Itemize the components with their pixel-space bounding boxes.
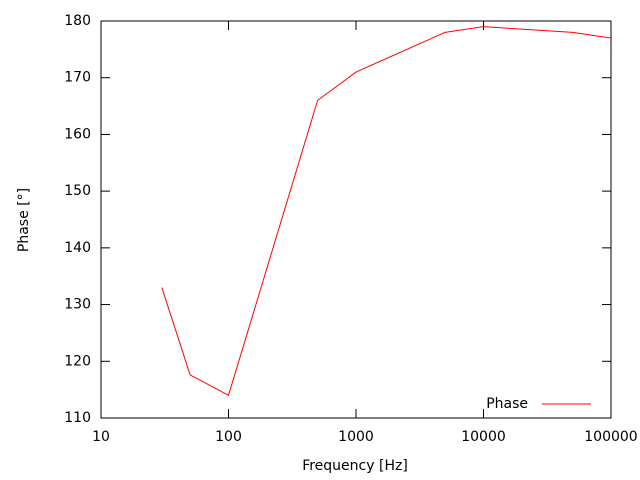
y-tick-label: 170 <box>64 70 91 86</box>
data-line <box>161 26 612 397</box>
y-tick-label: 130 <box>64 297 91 313</box>
x-tick-label: 10 <box>92 429 110 445</box>
x-axis-label: Frequency [Hz] <box>302 458 408 474</box>
legend-label: Phase <box>486 396 528 412</box>
y-tick-label: 150 <box>64 183 91 199</box>
x-tick-label: 100 <box>215 429 242 445</box>
x-tick-label: 100000 <box>584 429 637 445</box>
y-tick-label: 180 <box>64 13 91 29</box>
y-tick-label: 120 <box>64 353 91 369</box>
y-tick-label: 160 <box>64 126 91 142</box>
x-tick-label: 1000 <box>338 429 374 445</box>
y-tick-label: 110 <box>64 410 91 426</box>
y-axis-label: Phase [°] <box>16 188 32 252</box>
x-tick-label: 10000 <box>461 429 506 445</box>
y-tick-label: 140 <box>64 240 91 256</box>
plot-frame <box>100 20 612 419</box>
